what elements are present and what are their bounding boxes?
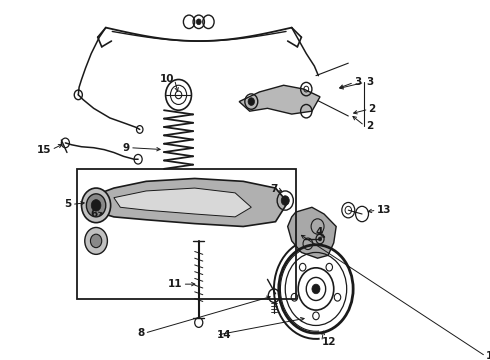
Text: 8: 8 [137,328,145,338]
Text: 1: 1 [486,351,490,360]
Text: 5: 5 [65,199,72,210]
Text: 15: 15 [37,145,51,155]
Text: 4: 4 [316,227,323,237]
Polygon shape [88,179,288,226]
Text: 13: 13 [377,205,391,215]
Text: 6: 6 [91,209,98,219]
Circle shape [91,199,101,211]
Polygon shape [239,85,320,114]
Polygon shape [288,207,336,258]
Text: 10: 10 [160,75,174,85]
Circle shape [81,188,111,222]
Text: 2: 2 [366,121,373,131]
Circle shape [91,234,102,248]
Circle shape [312,284,320,294]
Text: 14: 14 [217,330,231,340]
Circle shape [248,98,254,105]
Text: 3: 3 [366,77,373,87]
Text: 2: 2 [368,104,376,114]
Circle shape [196,19,201,25]
Text: 9: 9 [123,143,130,153]
Text: 7: 7 [270,184,277,194]
Text: 12: 12 [321,337,336,347]
Circle shape [281,196,289,205]
Circle shape [86,194,106,217]
Circle shape [85,228,107,255]
Polygon shape [114,188,251,217]
Text: 3: 3 [354,77,361,87]
Bar [77,169,296,298]
Text: 11: 11 [168,279,183,289]
Circle shape [318,237,321,241]
